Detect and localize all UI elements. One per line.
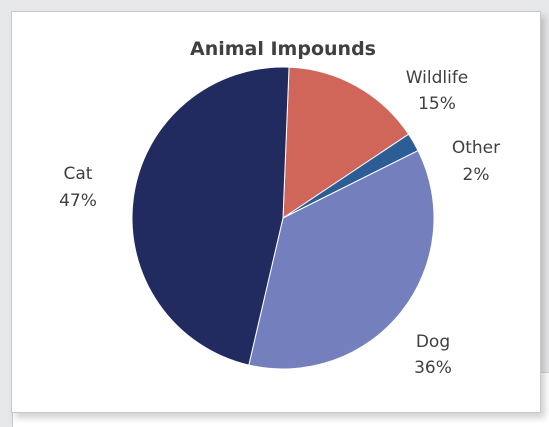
- slice-label-wildlife: Wildlife: [406, 68, 469, 88]
- slice-label-other: Other: [452, 138, 500, 158]
- pie-slice-wildlife[interactable]: [282, 66, 410, 219]
- slice-value-wildlife: 15%: [418, 94, 456, 114]
- slice-value-other: 2%: [463, 165, 490, 185]
- chart-title: Animal Impounds: [190, 38, 376, 60]
- slice-value-dog: 36%: [414, 358, 452, 378]
- slice-label-dog: Dog: [416, 332, 450, 352]
- slice-labels: Wildlife 15% Other 2% Dog 36% Cat 47%: [59, 68, 500, 378]
- pie-slice-cat[interactable]: [131, 66, 290, 366]
- slice-value-cat: 47%: [59, 191, 97, 211]
- pie-slice-dog[interactable]: [248, 149, 435, 370]
- slice-label-cat: Cat: [64, 164, 93, 184]
- pie-slices: [131, 66, 435, 370]
